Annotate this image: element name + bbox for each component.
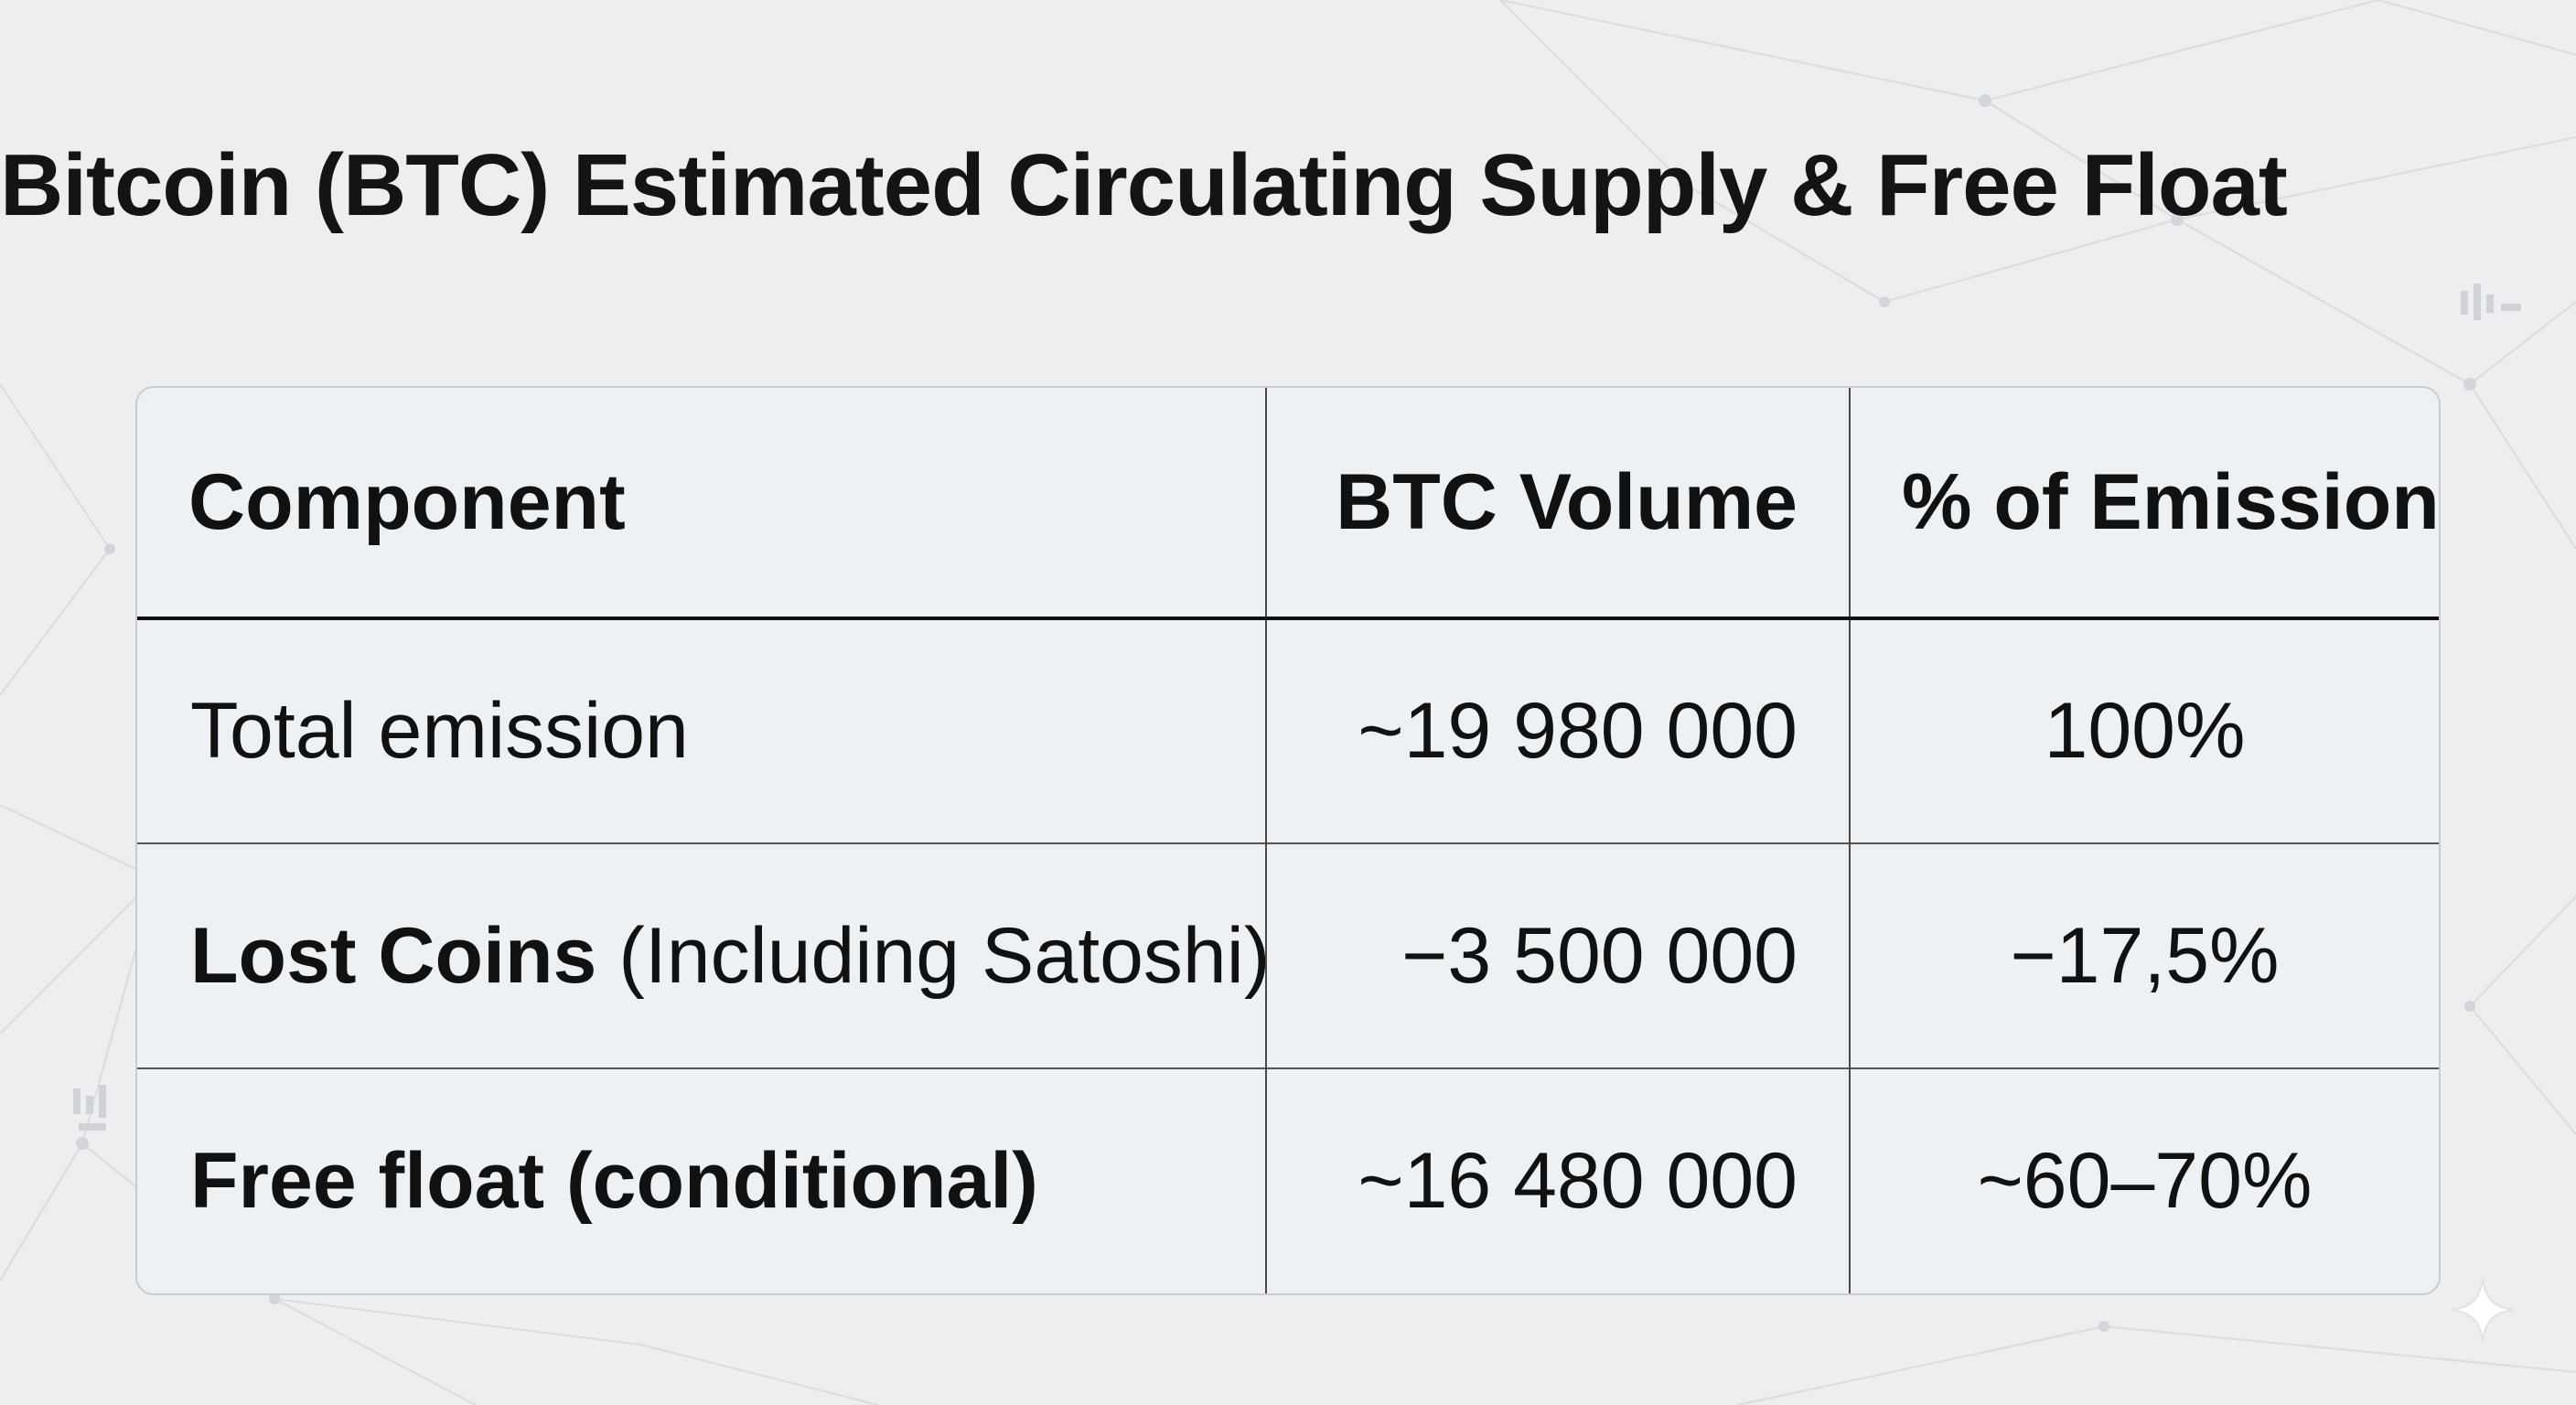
component-note: (Including Satoshi)	[618, 911, 1266, 1000]
supply-table-card: Component BTC Volume % of Emission Total…	[135, 386, 2441, 1295]
component-main-label: Lost Coins	[190, 911, 597, 1000]
page-title: Bitcoin (BTC) Estimated Circulating Supp…	[0, 136, 2288, 234]
row-free-float-volume: ~16 480 000	[1266, 1067, 1851, 1293]
row-total-emission-pct: 100%	[2044, 687, 2246, 775]
table-row: Free float (conditional) ~16 480 000 ~60…	[137, 1067, 2439, 1293]
table-row: Total emission ~19 980 000 100%	[137, 618, 2439, 843]
header-btc-volume: BTC Volume	[1266, 388, 1851, 620]
row-total-emission-component: Total emission	[137, 618, 1267, 843]
header-component: Component	[137, 388, 1267, 620]
row-lost-coins-volume: −3 500 000	[1266, 842, 1851, 1068]
row-lost-coins-component: Lost Coins (Including Satoshi)	[137, 842, 1267, 1068]
row-free-float-pct: ~60–70%	[1850, 1067, 2439, 1293]
component-main-label: Total emission	[190, 687, 689, 775]
supply-table: Component BTC Volume % of Emission Total…	[137, 388, 2439, 1293]
row-total-emission-volume: ~19 980 000	[1266, 618, 1851, 843]
table-header-row: Component BTC Volume % of Emission	[137, 388, 2439, 620]
row-free-float-component: Free float (conditional)	[137, 1067, 1267, 1293]
row-lost-coins-pct: −17,5%	[1850, 842, 2439, 1068]
table-row: Lost Coins (Including Satoshi) −3 500 00…	[137, 842, 2439, 1068]
header-pct-emission: % of Emission	[1850, 388, 2439, 620]
component-main-label: Free float (conditional)	[190, 1137, 1038, 1225]
sparkle-icon	[2451, 1278, 2515, 1342]
